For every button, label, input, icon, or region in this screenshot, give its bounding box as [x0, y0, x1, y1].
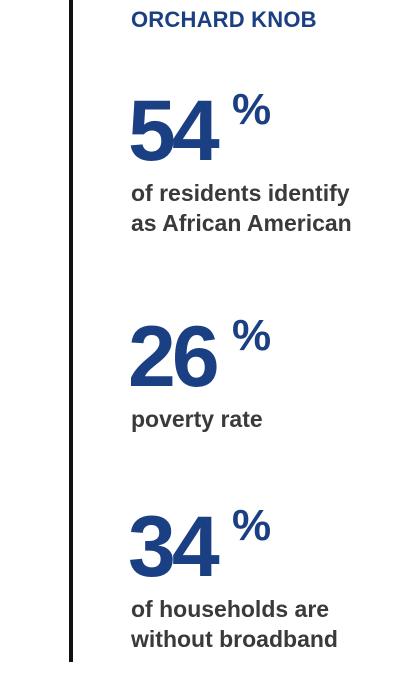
- stat-description-line: of households are: [131, 596, 330, 622]
- stat-figure: 34 %: [128, 502, 398, 592]
- stat-figure: 54 %: [128, 86, 398, 176]
- percent-sign: %: [232, 501, 272, 550]
- stat-description-line: of residents identify: [131, 180, 350, 206]
- stat-description: poverty rate: [128, 404, 398, 434]
- stat-block-residents: 54 % of residents identify as African Am…: [128, 86, 398, 238]
- stat-description-line: without broadband: [131, 626, 338, 652]
- stat-figure: 26 %: [128, 312, 398, 402]
- stat-value: 34: [128, 499, 220, 595]
- percent-sign: %: [232, 311, 272, 360]
- stat-description: of households are without broadband: [128, 594, 398, 654]
- percent-sign: %: [232, 85, 272, 134]
- stat-block-broadband: 34 % of households are without broadband: [128, 502, 398, 654]
- neighborhood-title: ORCHARD KNOB: [131, 7, 317, 32]
- vertical-divider: [69, 0, 73, 662]
- stat-description-line: poverty rate: [131, 406, 263, 432]
- stat-description-line: as African American: [131, 210, 352, 236]
- stat-description: of residents identify as African America…: [128, 178, 398, 238]
- stat-block-poverty: 26 % poverty rate: [128, 312, 398, 434]
- stat-value: 54: [128, 83, 220, 179]
- stat-value: 26: [128, 309, 220, 405]
